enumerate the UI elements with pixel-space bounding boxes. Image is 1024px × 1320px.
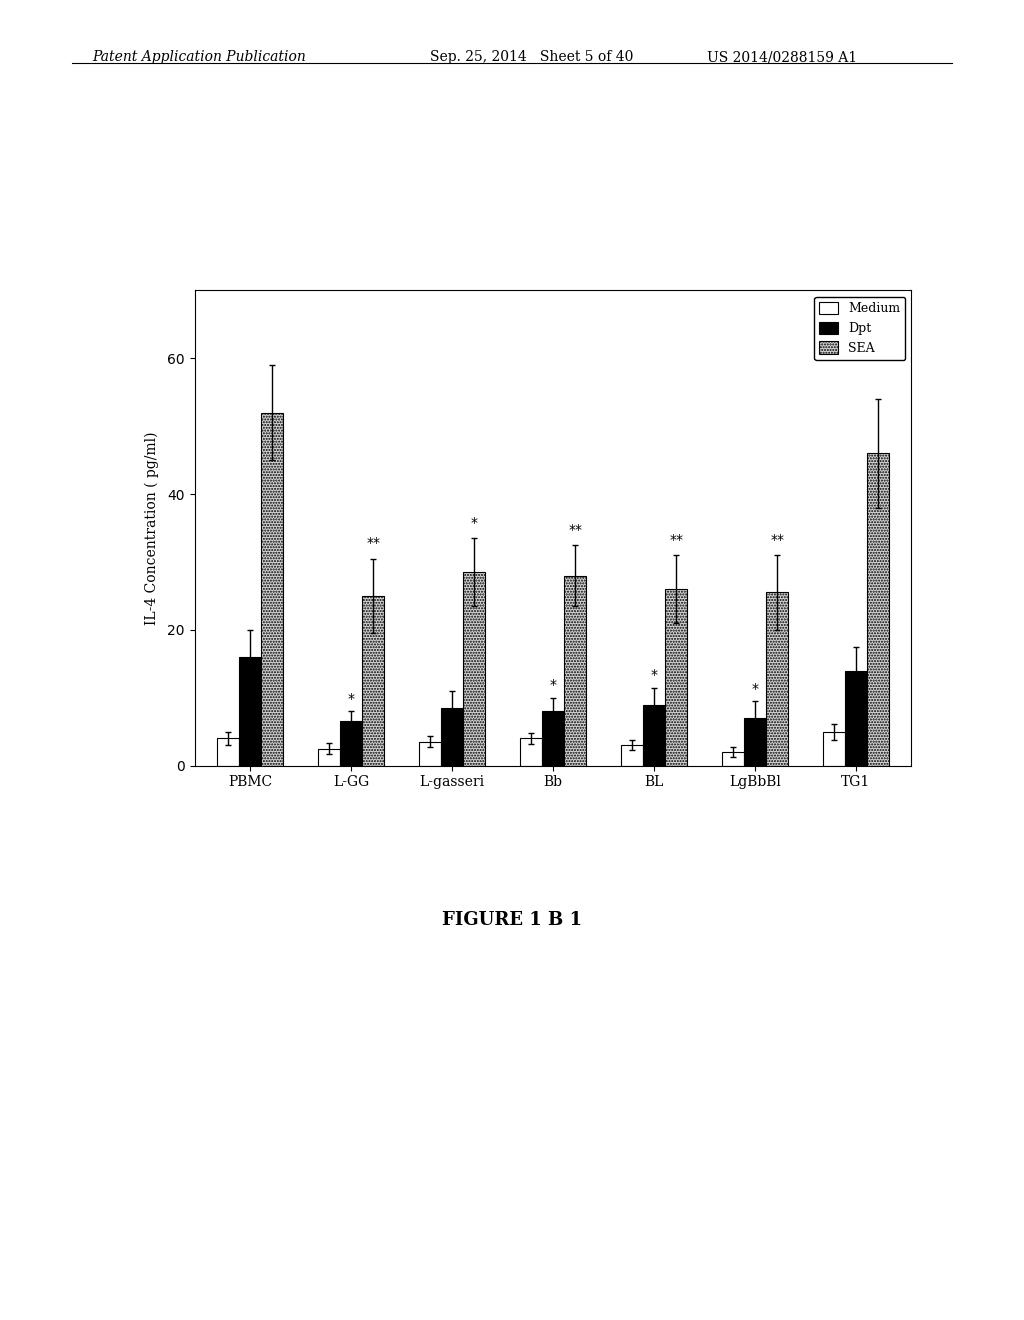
Bar xyxy=(239,657,261,766)
Bar xyxy=(564,576,587,766)
Bar xyxy=(419,742,441,766)
Bar xyxy=(766,593,788,766)
Bar xyxy=(643,705,665,766)
Text: *: * xyxy=(752,681,759,696)
Bar xyxy=(542,711,564,766)
Bar xyxy=(441,708,463,766)
Text: Patent Application Publication: Patent Application Publication xyxy=(92,50,306,65)
Bar xyxy=(722,752,743,766)
Text: **: ** xyxy=(669,533,683,546)
Bar xyxy=(822,731,845,766)
Bar xyxy=(261,413,284,766)
Text: FIGURE 1 B 1: FIGURE 1 B 1 xyxy=(442,911,582,929)
Text: *: * xyxy=(650,668,657,682)
Text: Sep. 25, 2014   Sheet 5 of 40: Sep. 25, 2014 Sheet 5 of 40 xyxy=(430,50,634,65)
Text: *: * xyxy=(471,516,478,531)
Bar xyxy=(463,572,485,766)
Bar xyxy=(845,671,867,766)
Bar xyxy=(317,748,340,766)
Bar xyxy=(217,738,239,766)
Bar xyxy=(665,589,687,766)
Legend: Medium, Dpt, SEA: Medium, Dpt, SEA xyxy=(814,297,905,360)
Text: **: ** xyxy=(770,533,784,546)
Text: *: * xyxy=(550,678,556,692)
Bar xyxy=(743,718,766,766)
Text: US 2014/0288159 A1: US 2014/0288159 A1 xyxy=(707,50,857,65)
Bar xyxy=(340,722,362,766)
Text: *: * xyxy=(347,692,354,706)
Text: **: ** xyxy=(568,523,583,537)
Text: **: ** xyxy=(367,536,380,550)
Y-axis label: IL-4 Concentration ( pg/ml): IL-4 Concentration ( pg/ml) xyxy=(144,432,159,624)
Bar xyxy=(362,595,384,766)
Bar xyxy=(519,738,542,766)
Bar xyxy=(621,746,643,766)
Bar xyxy=(867,453,889,766)
